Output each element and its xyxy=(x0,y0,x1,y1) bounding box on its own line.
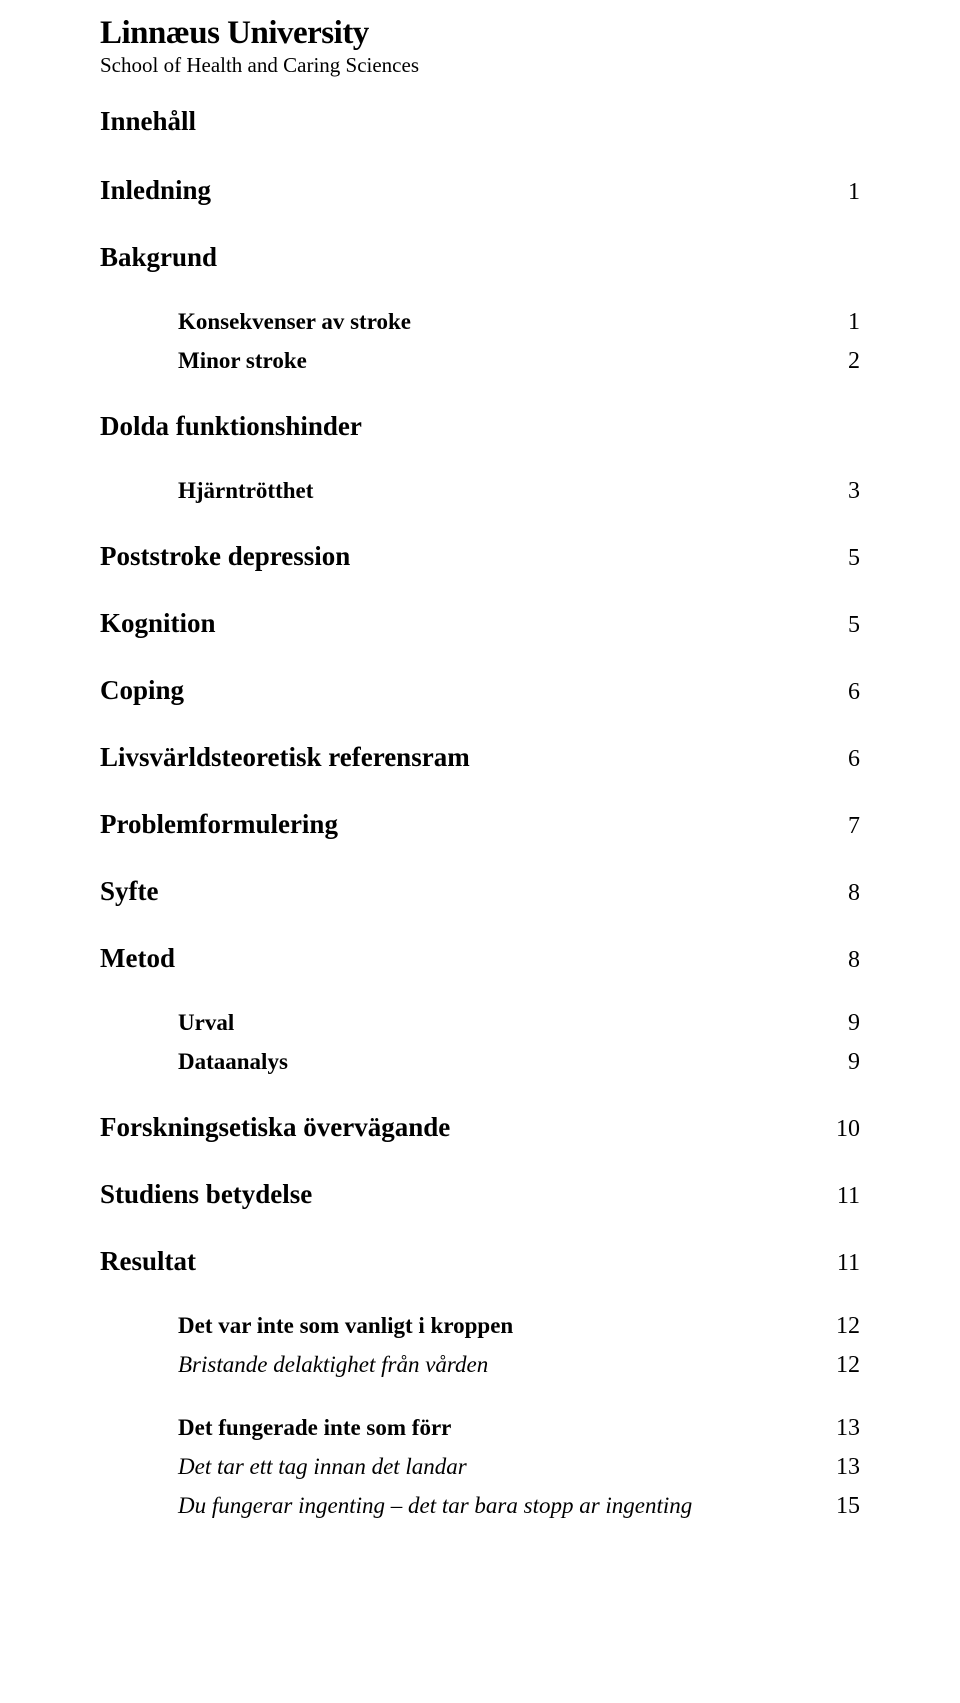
toc-entry: Metod8 xyxy=(100,943,860,974)
school-name: School of Health and Caring Sciences xyxy=(100,53,860,78)
toc-entry-page: 7 xyxy=(828,813,860,840)
toc-entry: Coping6 xyxy=(100,675,860,706)
toc-entry-page: 9 xyxy=(828,1049,860,1076)
toc-entry-label: Syfte xyxy=(100,876,828,907)
toc-entry-page: 9 xyxy=(828,1010,860,1037)
toc-entry-page: 10 xyxy=(816,1116,860,1143)
toc-entry-label: Livsvärldsteoretisk referensram xyxy=(100,742,828,773)
toc-entry: Bristande delaktighet från vården12 xyxy=(100,1352,860,1379)
toc-entry-page: 1 xyxy=(828,179,860,206)
toc-entry-label: Det tar ett tag innan det landar xyxy=(178,1454,816,1480)
toc-entry-page: 11 xyxy=(817,1250,860,1277)
toc-entry: Inledning1 xyxy=(100,175,860,206)
toc-entry: Dataanalys9 xyxy=(100,1049,860,1076)
toc-entry: Problemformulering7 xyxy=(100,809,860,840)
toc-entry: Dolda funktionshinder xyxy=(100,411,860,442)
toc-entry: Studiens betydelse11 xyxy=(100,1179,860,1210)
toc-entry-label: Dataanalys xyxy=(178,1049,828,1075)
toc-entry-label: Studiens betydelse xyxy=(100,1179,817,1210)
toc-entry-page: 6 xyxy=(828,746,860,773)
toc-entry-page: 5 xyxy=(828,612,860,639)
toc-entry-page: 11 xyxy=(817,1183,860,1210)
toc-entry: Resultat11 xyxy=(100,1246,860,1277)
toc-entry: Det tar ett tag innan det landar13 xyxy=(100,1454,860,1481)
toc-entry: Urval9 xyxy=(100,1010,860,1037)
toc-entry-page: 8 xyxy=(828,880,860,907)
toc-entry: Poststroke depression5 xyxy=(100,541,860,572)
toc-entry: Det var inte som vanligt i kroppen12 xyxy=(100,1313,860,1340)
toc-entry: Syfte8 xyxy=(100,876,860,907)
toc-entry-page: 3 xyxy=(828,478,860,505)
toc-entry-label: Resultat xyxy=(100,1246,817,1277)
toc-entry: Bakgrund xyxy=(100,242,860,273)
toc-entry-page: 5 xyxy=(828,545,860,572)
toc-entry-page: 2 xyxy=(828,348,860,375)
toc-entry-label: Bristande delaktighet från vården xyxy=(178,1352,816,1378)
toc-entry-page: 13 xyxy=(816,1415,860,1442)
toc-entry-page: 8 xyxy=(828,947,860,974)
toc-entry-label: Bakgrund xyxy=(100,242,840,273)
toc-entry: Forskningsetiska övervägande10 xyxy=(100,1112,860,1143)
toc-entry: Livsvärldsteoretisk referensram6 xyxy=(100,742,860,773)
toc-entry-label: Dolda funktionshinder xyxy=(100,411,840,442)
toc-entry: Hjärntrötthet3 xyxy=(100,478,860,505)
toc-title: Innehåll xyxy=(100,106,860,137)
table-of-contents: Inledning1BakgrundKonsekvenser av stroke… xyxy=(100,175,860,1520)
toc-entry-page: 6 xyxy=(828,679,860,706)
toc-entry-label: Kognition xyxy=(100,608,828,639)
toc-entry-label: Inledning xyxy=(100,175,828,206)
toc-entry: Minor stroke2 xyxy=(100,348,860,375)
toc-entry-page: 15 xyxy=(816,1493,860,1520)
toc-entry: Du fungerar ingenting – det tar bara sto… xyxy=(100,1493,860,1520)
toc-entry: Konsekvenser av stroke1 xyxy=(100,309,860,336)
toc-entry-label: Det fungerade inte som förr xyxy=(178,1415,816,1441)
toc-entry-label: Du fungerar ingenting – det tar bara sto… xyxy=(178,1493,816,1519)
document-header: Linnæus University School of Health and … xyxy=(100,16,860,78)
toc-entry-label: Hjärntrötthet xyxy=(178,478,828,504)
toc-entry-label: Det var inte som vanligt i kroppen xyxy=(178,1313,816,1339)
toc-entry-label: Metod xyxy=(100,943,828,974)
toc-entry-label: Coping xyxy=(100,675,828,706)
toc-entry-label: Minor stroke xyxy=(178,348,828,374)
toc-entry-label: Poststroke depression xyxy=(100,541,828,572)
toc-entry-label: Forskningsetiska övervägande xyxy=(100,1112,816,1143)
toc-entry: Det fungerade inte som förr13 xyxy=(100,1415,860,1442)
toc-entry: Kognition5 xyxy=(100,608,860,639)
toc-entry-label: Problemformulering xyxy=(100,809,828,840)
university-name: Linnæus University xyxy=(100,16,860,51)
toc-entry-page: 13 xyxy=(816,1454,860,1481)
toc-entry-label: Konsekvenser av stroke xyxy=(178,309,828,335)
toc-entry-page: 12 xyxy=(816,1352,860,1379)
toc-entry-label: Urval xyxy=(178,1010,828,1036)
toc-entry-page: 1 xyxy=(828,309,860,336)
toc-entry-page: 12 xyxy=(816,1313,860,1340)
